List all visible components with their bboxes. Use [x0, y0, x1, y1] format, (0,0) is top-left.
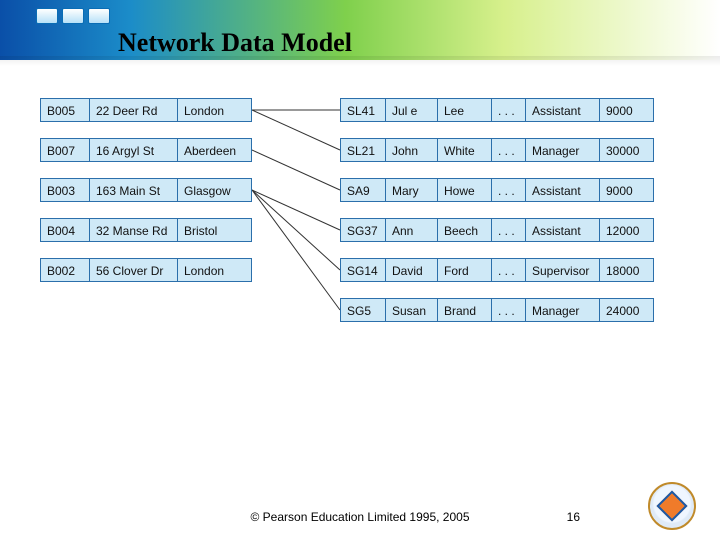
link-line	[252, 190, 340, 310]
link-line	[252, 190, 340, 230]
staff-record-cell: Assistant	[526, 178, 600, 202]
branch-record-cell: B003	[40, 178, 90, 202]
branch-record-cell: 22 Deer Rd	[90, 98, 178, 122]
link-line	[252, 150, 340, 190]
branch-record-cell: 163 Main St	[90, 178, 178, 202]
staff-record-cell: Beech	[438, 218, 492, 242]
staff-record: SG37AnnBeech. . .Assistant12000	[340, 218, 654, 242]
branch-record-cell: 32 Manse Rd	[90, 218, 178, 242]
header-decor-cells	[36, 8, 110, 24]
staff-record-cell: 12000	[600, 218, 654, 242]
staff-record-cell: Brand	[438, 298, 492, 322]
staff-record-cell: Ann	[386, 218, 438, 242]
staff-record: SA9MaryHowe. . .Assistant9000	[340, 178, 654, 202]
staff-record-cell: 24000	[600, 298, 654, 322]
staff-record-cell: Mary	[386, 178, 438, 202]
staff-record-cell: SG14	[340, 258, 386, 282]
staff-record-cell: Howe	[438, 178, 492, 202]
staff-record-cell: SG5	[340, 298, 386, 322]
branch-record: B00522 Deer RdLondon	[40, 98, 252, 122]
page-number: 16	[567, 510, 580, 524]
branch-record-cell: B004	[40, 218, 90, 242]
network-diagram: B00522 Deer RdLondonB00716 Argyl StAberd…	[0, 90, 720, 420]
branch-record-cell: B002	[40, 258, 90, 282]
staff-record: SL41Jul eLee. . .Assistant9000	[340, 98, 654, 122]
staff-record-cell: Assistant	[526, 218, 600, 242]
branch-record-cell: Bristol	[178, 218, 252, 242]
link-line	[252, 190, 340, 270]
link-line	[252, 110, 340, 150]
branch-record-cell: 56 Clover Dr	[90, 258, 178, 282]
branch-record-cell: Aberdeen	[178, 138, 252, 162]
copyright-footer: © Pearson Education Limited 1995, 2005	[0, 510, 720, 524]
staff-record-cell: . . .	[492, 258, 526, 282]
institution-logo	[648, 482, 696, 530]
staff-record-cell: Ford	[438, 258, 492, 282]
staff-record-cell: 18000	[600, 258, 654, 282]
staff-record: SG14DavidFord. . .Supervisor18000	[340, 258, 654, 282]
branch-record-cell: London	[178, 258, 252, 282]
staff-record-cell: SG37	[340, 218, 386, 242]
staff-record-cell: John	[386, 138, 438, 162]
branch-record-cell: Glasgow	[178, 178, 252, 202]
staff-record-cell: Susan	[386, 298, 438, 322]
logo-square-icon	[656, 490, 687, 521]
branch-record-cell: B007	[40, 138, 90, 162]
staff-record-cell: . . .	[492, 138, 526, 162]
staff-record-cell: SL21	[340, 138, 386, 162]
staff-record-cell: SL41	[340, 98, 386, 122]
branch-record: B003163 Main StGlasgow	[40, 178, 252, 202]
staff-record-cell: Assistant	[526, 98, 600, 122]
staff-record-cell: Lee	[438, 98, 492, 122]
staff-record-cell: 9000	[600, 178, 654, 202]
staff-record-cell: White	[438, 138, 492, 162]
staff-record-cell: 30000	[600, 138, 654, 162]
branch-record: B00716 Argyl StAberdeen	[40, 138, 252, 162]
staff-record-cell: Manager	[526, 138, 600, 162]
staff-record-cell: Manager	[526, 298, 600, 322]
branch-record: B00432 Manse RdBristol	[40, 218, 252, 242]
branch-record-cell: London	[178, 98, 252, 122]
staff-record-cell: . . .	[492, 98, 526, 122]
staff-record-cell: . . .	[492, 178, 526, 202]
staff-record-cell: Jul e	[386, 98, 438, 122]
staff-record-cell: . . .	[492, 298, 526, 322]
page-title: Network Data Model	[118, 28, 352, 58]
staff-record-cell: Supervisor	[526, 258, 600, 282]
staff-record-cell: 9000	[600, 98, 654, 122]
branch-record-cell: 16 Argyl St	[90, 138, 178, 162]
staff-record: SL21JohnWhite. . .Manager30000	[340, 138, 654, 162]
staff-record-cell: . . .	[492, 218, 526, 242]
staff-record-cell: SA9	[340, 178, 386, 202]
branch-record: B00256 Clover DrLondon	[40, 258, 252, 282]
staff-record-cell: David	[386, 258, 438, 282]
staff-record: SG5SusanBrand. . .Manager24000	[340, 298, 654, 322]
header-band	[0, 0, 720, 60]
branch-record-cell: B005	[40, 98, 90, 122]
